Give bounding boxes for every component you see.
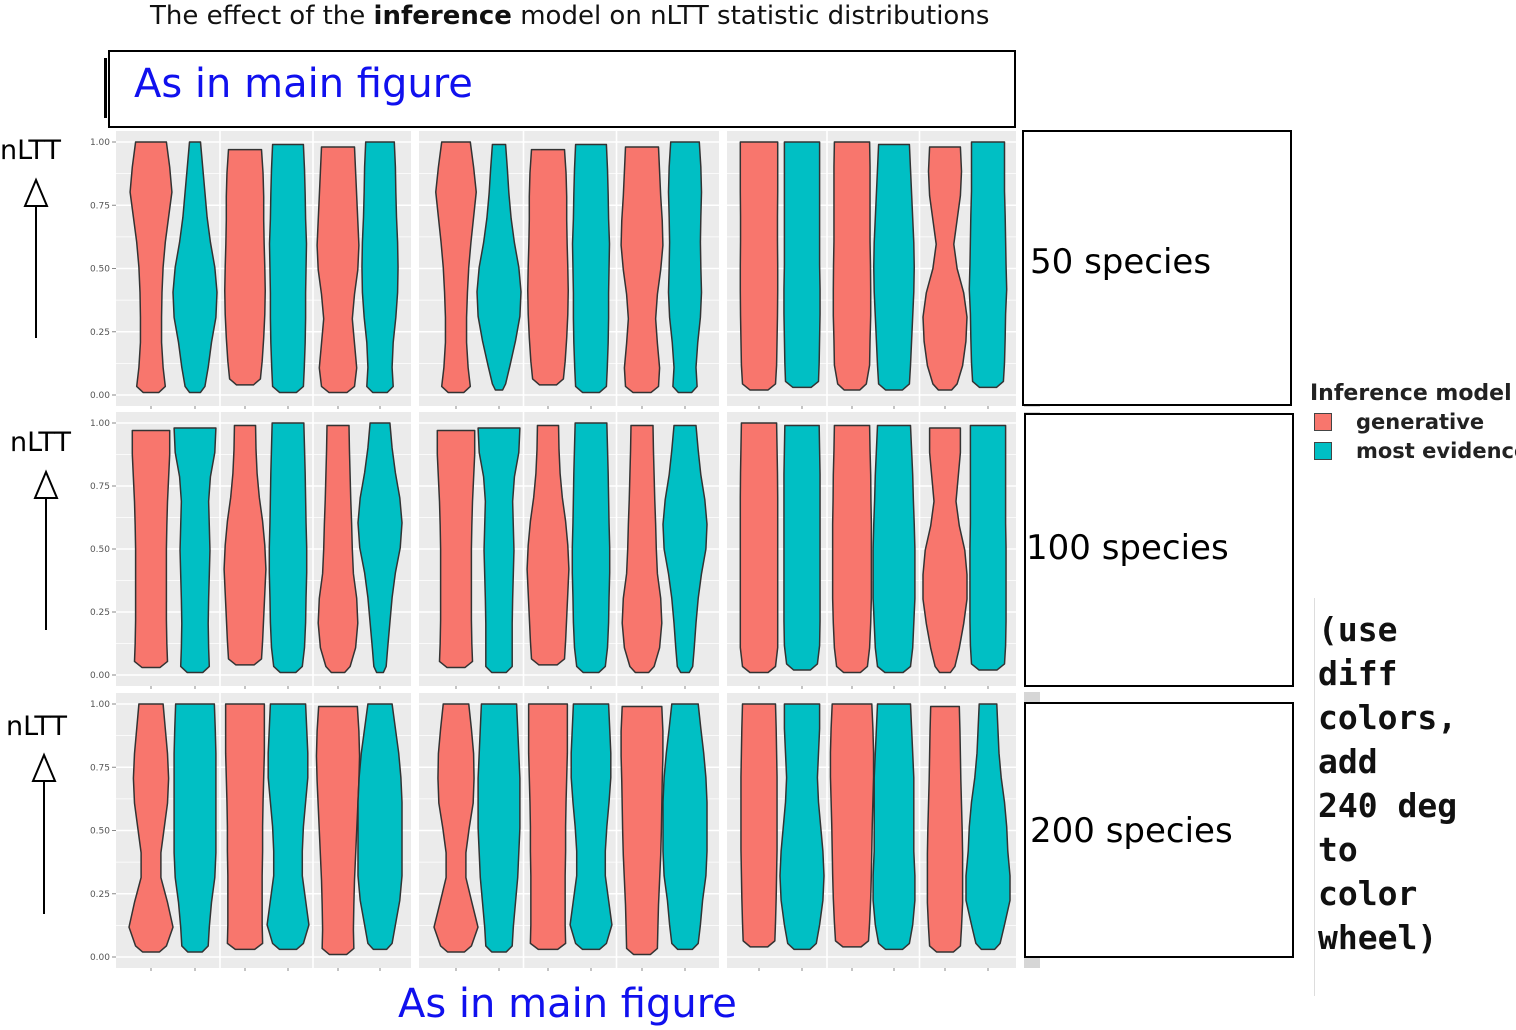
y-tick-label-row-1: 0.25 xyxy=(90,328,110,338)
violin-r2-c1-5-generative xyxy=(317,424,359,674)
violin-r1-c2-3-generative xyxy=(527,148,569,386)
legend-key-generative xyxy=(1314,413,1332,431)
side-note-rule xyxy=(1314,598,1315,996)
title-suffix: model on nLTT statistic distributions xyxy=(520,1,990,31)
y-arrow-head-row-3 xyxy=(31,752,57,782)
violin-r2-c1-4-most-evidence xyxy=(268,422,308,674)
violin-r3-c2-3-generative xyxy=(527,703,569,951)
violin-r2-c3-2-most-evidence xyxy=(783,424,821,671)
y-axis-label-row-3: nLTT xyxy=(6,711,67,742)
legend-title: Inference model xyxy=(1310,381,1512,406)
chart-title: The effect of the inference model on nLT… xyxy=(150,0,989,32)
violin-r2-c2-1-generative xyxy=(436,429,476,669)
y-tick-label-row-3: 0.00 xyxy=(90,953,110,963)
violin-r1-c2-2-most-evidence xyxy=(476,143,522,391)
y-tick-label-row-3: 1.00 xyxy=(90,700,110,710)
violin-r1-c3-3-generative xyxy=(832,141,872,391)
title-prefix: The effect of the xyxy=(150,1,366,31)
top-annotation-box xyxy=(108,50,1016,128)
y-axis-label-row-2: nLTT xyxy=(10,427,71,458)
legend-label-generative: generative xyxy=(1356,410,1485,434)
violin-r1-c2-1-generative xyxy=(435,141,477,394)
violin-r3-c2-1-generative xyxy=(433,703,479,953)
violin-r2-c3-3-generative xyxy=(831,424,873,674)
violin-r1-c1-4-most-evidence xyxy=(268,143,308,394)
y-tick-label-row-3: 0.50 xyxy=(90,827,110,837)
violin-r3-c3-1-generative xyxy=(740,703,778,948)
violin-r1-c1-6-most-evidence xyxy=(361,141,399,394)
legend-key-most-evidence xyxy=(1314,442,1332,460)
violin-r3-c1-3-generative xyxy=(224,703,266,951)
y-tick-label-row-2: 0.75 xyxy=(90,482,110,492)
violin-r1-c1-5-generative xyxy=(316,146,360,394)
violin-r3-c2-6-most-evidence xyxy=(662,703,708,951)
violin-r2-c1-6-most-evidence xyxy=(357,422,403,674)
y-tick-label-row-1: 0.75 xyxy=(90,201,110,211)
violin-r3-c1-1-generative xyxy=(128,703,174,953)
y-tick-label-row-1: 0.50 xyxy=(90,265,110,275)
violin-r3-c3-5-generative xyxy=(926,705,964,953)
violin-r3-c3-4-most-evidence xyxy=(872,703,916,951)
top-annotation-tick xyxy=(104,58,107,118)
y-tick-label-row-1: 0.00 xyxy=(90,391,110,401)
violin-r3-c1-2-most-evidence xyxy=(173,703,217,953)
violin-r2-c3-6-most-evidence xyxy=(969,424,1007,671)
top-annotation: As in main figure xyxy=(134,61,473,107)
violin-r1-c2-5-generative xyxy=(620,146,664,394)
violin-r1-c1-3-generative xyxy=(224,148,266,386)
violin-r3-c2-5-generative xyxy=(620,705,664,956)
violin-r1-c3-2-most-evidence xyxy=(783,141,821,389)
y-arrow-head-row-2 xyxy=(33,469,59,499)
y-tick-label-row-3: 0.25 xyxy=(90,890,110,900)
violin-r3-c1-5-generative xyxy=(315,705,361,956)
violin-r2-c2-4-most-evidence xyxy=(571,422,611,674)
violin-r2-c2-6-most-evidence xyxy=(662,424,708,674)
violin-r3-c3-2-most-evidence xyxy=(779,703,825,951)
violin-r1-c2-4-most-evidence xyxy=(571,143,611,394)
violin-r2-c1-3-generative xyxy=(223,424,267,666)
violin-r1-c3-4-most-evidence xyxy=(873,143,915,391)
y-tick-label-row-1: 1.00 xyxy=(90,138,110,148)
y-tick-label-row-2: 0.25 xyxy=(90,608,110,618)
y-tick-label-row-2: 1.00 xyxy=(90,419,110,429)
violin-r1-c1-2-most-evidence xyxy=(172,141,218,394)
y-tick-label-row-3: 0.75 xyxy=(90,763,110,773)
y-arrow-head-row-1 xyxy=(23,177,49,207)
y-tick-label-row-2: 0.00 xyxy=(90,671,110,681)
violin-r2-c2-2-most-evidence xyxy=(477,427,521,674)
species-label-row-2: 100 species xyxy=(1026,528,1233,568)
violin-r2-c2-5-generative xyxy=(621,424,663,674)
violin-r1-c3-1-generative xyxy=(739,141,779,391)
violin-r1-c3-5-generative xyxy=(922,146,968,391)
violin-r3-c3-6-most-evidence xyxy=(965,703,1011,951)
violin-r3-c1-4-most-evidence xyxy=(266,703,310,951)
legend-label-most-evidence: most evidence xyxy=(1356,439,1516,463)
violin-r3-c1-6-most-evidence xyxy=(357,703,403,951)
bottom-annotation: As in main figure xyxy=(398,981,737,1027)
violin-r2-c2-3-generative xyxy=(526,424,570,666)
y-tick-label-row-2: 0.50 xyxy=(90,545,110,555)
violin-r2-c3-1-generative xyxy=(739,422,779,674)
title-bold-word: inference xyxy=(373,1,512,31)
y-axis-label-row-1: nLTT xyxy=(0,135,61,166)
violin-r3-c2-4-most-evidence xyxy=(569,703,613,951)
violin-r1-c2-6-most-evidence xyxy=(667,141,703,394)
violin-r2-c1-1-generative xyxy=(131,429,171,669)
violin-r2-c3-4-most-evidence xyxy=(872,424,916,674)
violin-r2-c1-2-most-evidence xyxy=(173,427,217,674)
violin-r3-c3-3-generative xyxy=(829,703,875,948)
species-label-row-1: 50 species xyxy=(1030,242,1216,282)
violin-r1-c1-1-generative xyxy=(129,141,173,394)
violin-r1-c3-6-most-evidence xyxy=(968,141,1008,389)
violin-r2-c3-5-generative xyxy=(922,427,968,674)
violin-r3-c2-2-most-evidence xyxy=(477,703,521,953)
side-annotation: (use diff colors, add 240 deg to color w… xyxy=(1318,610,1458,957)
species-label-row-3: 200 species xyxy=(1030,811,1237,851)
